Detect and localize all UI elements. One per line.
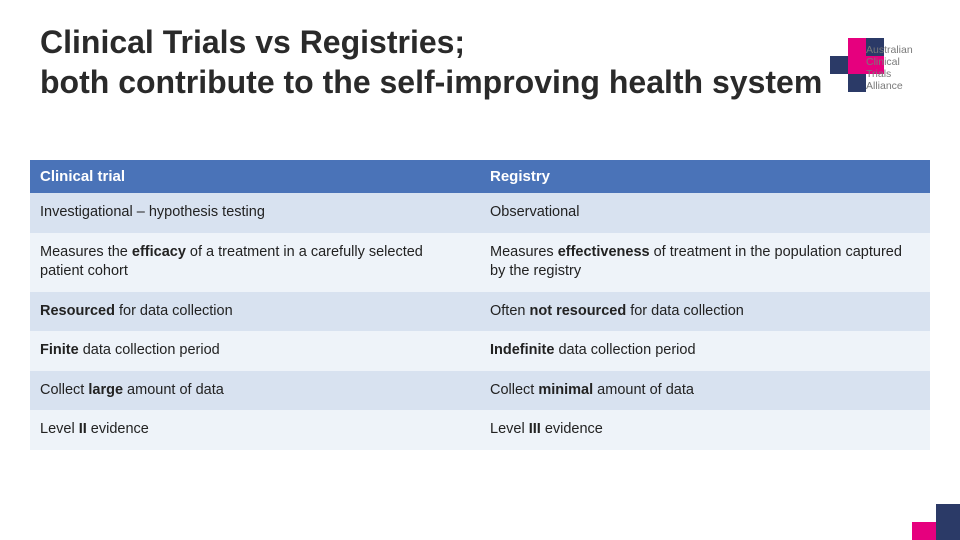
col-header-left: Clinical trial <box>30 160 480 193</box>
title-line-1: Clinical Trials vs Registries; <box>40 24 465 60</box>
cell-right: Observational <box>480 193 930 233</box>
cell-left: Level II evidence <box>30 410 480 450</box>
acta-logo-text: Australian Clinical Trials Alliance <box>866 44 936 92</box>
cell-right: Often not resourced for data collection <box>480 292 930 332</box>
cell-right: Indefinite data collection period <box>480 331 930 371</box>
comparison-table: Clinical trial Registry Investigational … <box>30 160 930 450</box>
table-header-row: Clinical trial Registry <box>30 160 930 193</box>
cell-right: Measures effectiveness of treatment in t… <box>480 233 930 292</box>
table-row: Investigational – hypothesis testingObse… <box>30 193 930 233</box>
table-row: Resourced for data collectionOften not r… <box>30 292 930 332</box>
logo-text-4: Alliance <box>866 80 903 92</box>
logo-text-1: Australian <box>866 44 913 56</box>
table-row: Measures the efficacy of a treatment in … <box>30 233 930 292</box>
cell-right: Level III evidence <box>480 410 930 450</box>
table-row: Level II evidenceLevel III evidence <box>30 410 930 450</box>
cell-left: Investigational – hypothesis testing <box>30 193 480 233</box>
cell-left: Collect large amount of data <box>30 371 480 411</box>
table-body: Investigational – hypothesis testingObse… <box>30 193 930 450</box>
slide: Clinical Trials vs Registries; both cont… <box>0 0 960 540</box>
cell-left: Finite data collection period <box>30 331 480 371</box>
logo-text-2: Clinical <box>866 56 900 68</box>
cell-right: Collect minimal amount of data <box>480 371 930 411</box>
col-header-right: Registry <box>480 160 930 193</box>
table-row: Finite data collection periodIndefinite … <box>30 331 930 371</box>
slide-title: Clinical Trials vs Registries; both cont… <box>40 22 860 102</box>
cell-left: Measures the efficacy of a treatment in … <box>30 233 480 292</box>
corner-accent-icon <box>900 480 960 540</box>
cell-left: Resourced for data collection <box>30 292 480 332</box>
logo-text-3: Trials <box>866 68 891 80</box>
title-line-2: both contribute to the self-improving he… <box>40 64 822 100</box>
table-row: Collect large amount of dataCollect mini… <box>30 371 930 411</box>
